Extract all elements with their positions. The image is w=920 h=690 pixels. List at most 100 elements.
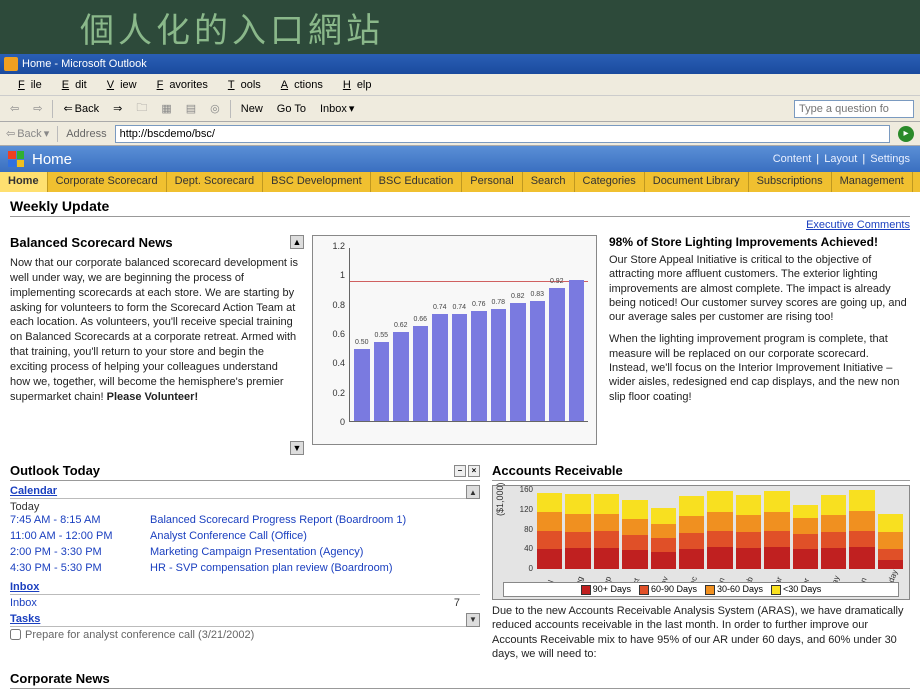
inbox-count: 7 (454, 597, 460, 609)
tab-management[interactable]: Management (832, 172, 913, 192)
legend-item: 90+ Days (581, 584, 631, 595)
chart-bar: 0.92 (549, 288, 565, 421)
calendar-event[interactable]: 7:45 AM - 8:15 AMBalanced Scorecard Prog… (10, 513, 480, 529)
inbox-button[interactable]: Inbox ▾ (316, 100, 358, 117)
goto-button[interactable]: Go To (273, 101, 310, 117)
calendar-event[interactable]: 4:30 PM - 5:30 PMHR - SVP compensation p… (10, 561, 480, 577)
ar-header: Accounts Receivable (492, 463, 910, 481)
tab-dept-scorecard[interactable]: Dept. Scorecard (167, 172, 263, 192)
chart-bar: 0.50 (354, 349, 370, 421)
menu-tools[interactable]: Tools (216, 77, 267, 93)
scroll-up-icon[interactable]: ▲ (466, 485, 480, 499)
tb-icon-1[interactable]: 🗀 (132, 97, 151, 120)
tab-personal[interactable]: Personal (462, 172, 522, 192)
ar-bar: Jun (849, 490, 874, 569)
nav-fwd-disabled: ⇨ (29, 100, 46, 117)
inbox-header[interactable]: Inbox (10, 581, 480, 595)
legend-item: <30 Days (771, 584, 821, 595)
chart-bar: 0.78 (491, 309, 507, 421)
ar-bar: Nov (651, 508, 676, 569)
bar-chart: 0.500.550.620.660.740.740.760.780.820.83… (312, 235, 597, 445)
new-button[interactable]: New (237, 101, 267, 117)
banner-link-settings[interactable]: Settings (870, 153, 910, 165)
menu-view[interactable]: View (95, 77, 143, 93)
portal-banner: Home Content | Layout | Settings (0, 146, 920, 172)
toolbar: ⇦ ⇨ ⇐ Back ⇒ 🗀 ▦ ▤ ◎ New Go To Inbox ▾ (0, 96, 920, 122)
addr-back: ⇦ Back ▾ (6, 127, 49, 140)
outlook-today-header: Outlook Today –× (10, 463, 480, 481)
outlook-today-column: Outlook Today –× Calendar▲ Today 7:45 AM… (10, 463, 480, 661)
chart-bar: 0.66 (413, 326, 429, 421)
banner-links: Content | Layout | Settings (771, 153, 912, 165)
calendar-header[interactable]: Calendar▲ (10, 485, 480, 499)
menu-favorites[interactable]: Favorites (145, 77, 214, 93)
task-checkbox[interactable] (10, 629, 21, 640)
ar-bar: Sep (594, 494, 619, 569)
tab-corporate-scorecard[interactable]: Corporate Scorecard (48, 172, 167, 192)
address-input[interactable] (115, 125, 890, 143)
go-button[interactable]: ▸ (898, 126, 914, 142)
menu-edit[interactable]: Edit (50, 77, 93, 93)
today-label: Today (10, 501, 480, 513)
right-column: 98% of Store Lighting Improvements Achie… (609, 235, 910, 455)
menu-help[interactable]: Help (331, 77, 378, 93)
ar-chart: ($1,000) 04080120160 JulAugSepOctNovDecJ… (492, 485, 910, 600)
tb-icon-4[interactable]: ◎ (206, 100, 224, 117)
banner-link-content[interactable]: Content (773, 153, 812, 165)
chart-bar: 0.82 (510, 303, 526, 421)
tab-subscriptions[interactable]: Subscriptions (749, 172, 832, 192)
news-column: ▲ ▼ Balanced Scorecard News Now that our… (10, 235, 300, 455)
address-label: Address (66, 128, 106, 140)
corporate-news-header: Corporate News (10, 671, 910, 689)
news-title: Balanced Scorecard News (10, 235, 300, 250)
tb-icon-2[interactable]: ▦ (157, 100, 175, 117)
highlight-title: 98% of Store Lighting Improvements Achie… (609, 235, 910, 249)
slide-title: 個人化的入口網站 (80, 3, 384, 52)
inbox-link[interactable]: Inbox (10, 597, 37, 609)
ar-bar: Feb (736, 495, 761, 569)
ar-ylabel: ($1,000) (495, 482, 505, 516)
ar-bar: Jul (537, 493, 562, 569)
window-titlebar: Home - Microsoft Outlook (0, 54, 920, 74)
banner-link-layout[interactable]: Layout (824, 153, 857, 165)
ar-legend: 90+ Days60-90 Days30-60 Days<30 Days (503, 582, 899, 597)
tab-search[interactable]: Search (523, 172, 575, 192)
tasks-header[interactable]: Tasks▼ (10, 613, 480, 627)
tab-document-library[interactable]: Document Library (645, 172, 749, 192)
chart-bar: 0.83 (530, 301, 546, 421)
question-box[interactable] (794, 100, 914, 118)
ar-bar: Oct (622, 500, 647, 569)
ar-bar: Jan (707, 491, 732, 569)
scroll-up-icon[interactable]: ▲ (290, 235, 304, 249)
chart-bar: 0.74 (452, 314, 468, 421)
chart-bar: 0.62 (393, 332, 409, 421)
chart-bar: 0.74 (432, 314, 448, 421)
menu-actions[interactable]: Actions (269, 77, 329, 93)
chart-column: 0.500.550.620.660.740.740.760.780.820.83… (312, 235, 597, 455)
ar-bar: Dec (679, 496, 704, 569)
ar-bar: Apr (793, 505, 818, 569)
minimize-icon[interactable]: – (454, 465, 466, 477)
ar-body: Due to the new Accounts Receivable Analy… (492, 604, 910, 661)
chart-bar (569, 280, 585, 421)
menu-file[interactable]: File (6, 77, 48, 93)
tab-bsc-education[interactable]: BSC Education (371, 172, 463, 192)
scroll-down-icon[interactable]: ▼ (290, 441, 304, 455)
scroll-down-icon[interactable]: ▼ (466, 613, 480, 627)
calendar-event[interactable]: 11:00 AM - 12:00 PMAnalyst Conference Ca… (10, 529, 480, 545)
calendar-event[interactable]: 2:00 PM - 3:30 PMMarketing Campaign Pres… (10, 545, 480, 561)
window-title: Home - Microsoft Outlook (22, 58, 147, 70)
news-body: Now that our corporate balanced scorecar… (10, 256, 300, 404)
executive-comments-link[interactable]: Executive Comments (806, 219, 910, 231)
close-icon[interactable]: × (468, 465, 480, 477)
tab-bsc-development[interactable]: BSC Development (263, 172, 371, 192)
question-input[interactable] (794, 100, 914, 118)
legend-item: 60-90 Days (639, 584, 697, 595)
task-item[interactable]: Prepare for analyst conference call (3/2… (10, 629, 480, 641)
slide-header: 個人化的入口網站 (0, 0, 920, 54)
tab-categories[interactable]: Categories (575, 172, 645, 192)
tb-icon-3[interactable]: ▤ (182, 100, 200, 117)
tab-home[interactable]: Home (0, 172, 48, 192)
back-button[interactable]: ⇐ Back (59, 100, 103, 117)
fwd-button[interactable]: ⇒ (109, 100, 126, 117)
